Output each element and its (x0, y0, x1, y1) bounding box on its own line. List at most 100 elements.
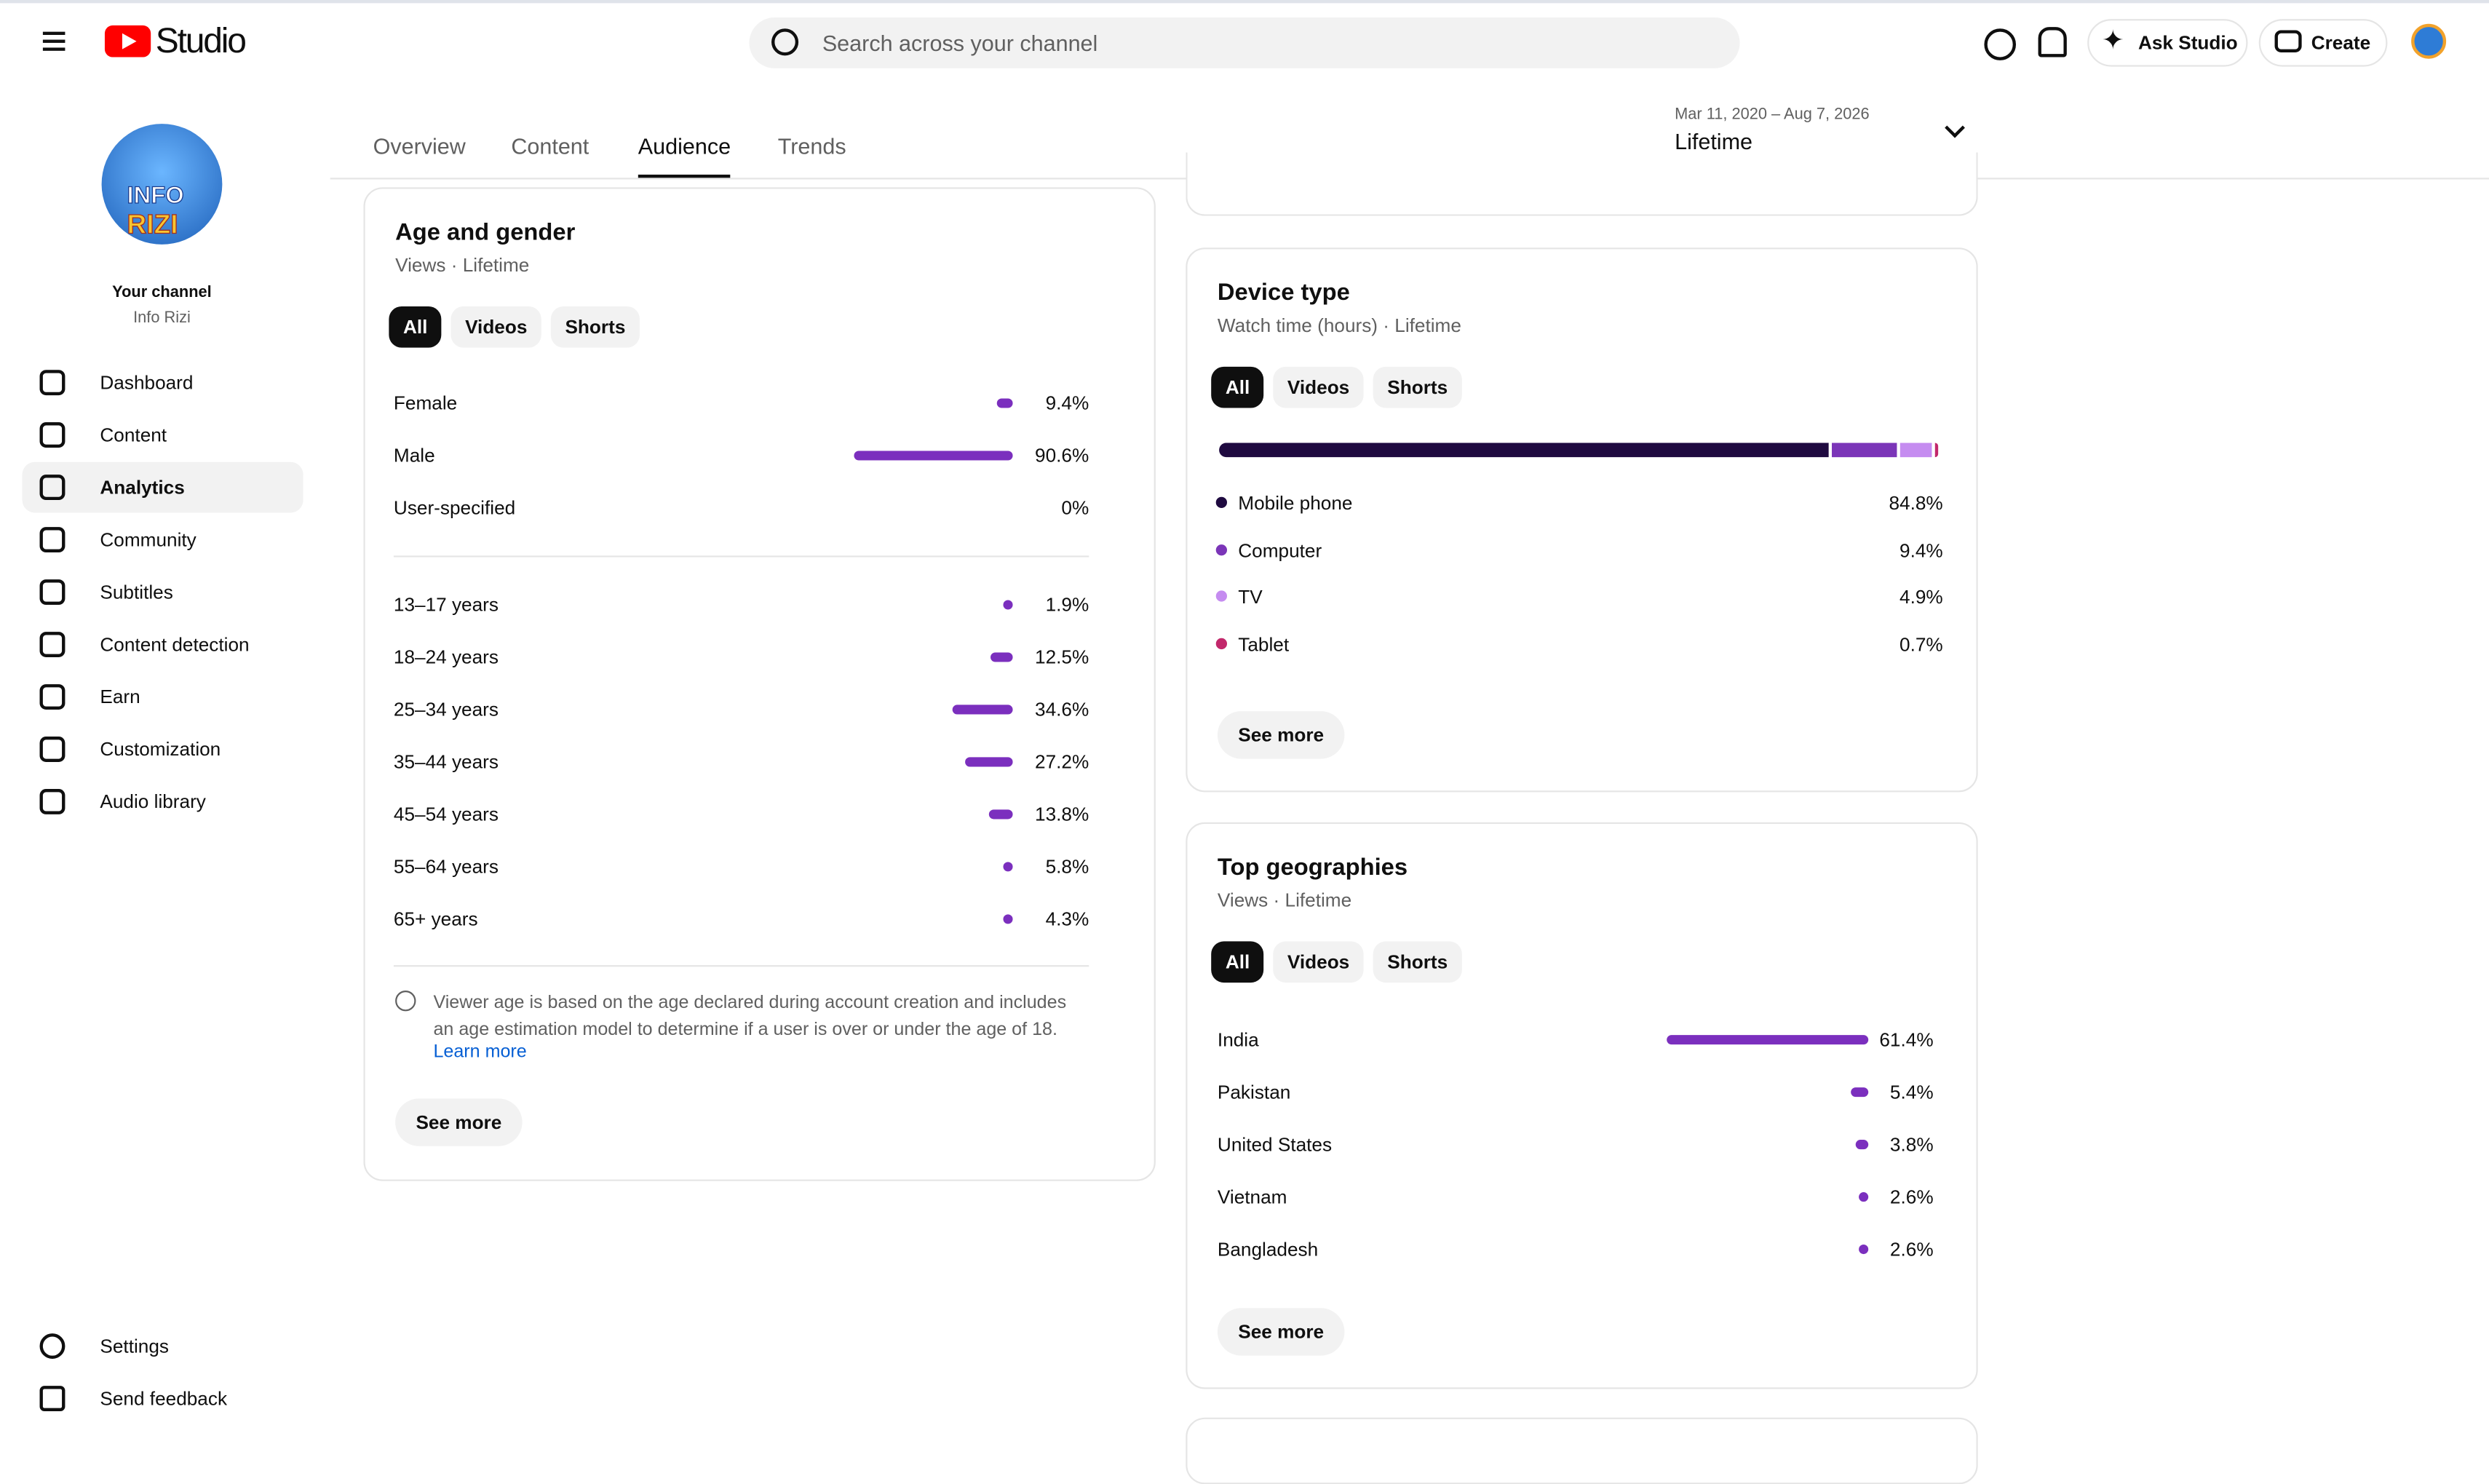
filter-chip[interactable]: All (1211, 366, 1264, 408)
row-bar (1003, 914, 1013, 924)
nav-item[interactable]: Community (100, 528, 196, 551)
channel-avatar[interactable] (101, 124, 223, 245)
row-label: 35–44 years (393, 750, 499, 774)
filter-chip[interactable]: All (389, 306, 442, 348)
age-note: Viewer age is based on the age declared … (433, 993, 1067, 1039)
row-value: 12.5% (1035, 646, 1089, 669)
nav-item[interactable]: Content detection (100, 633, 250, 656)
tab[interactable]: Overview (373, 133, 466, 159)
row-value: 2.6% (1889, 1238, 1934, 1261)
row-label: 55–64 years (393, 855, 499, 878)
row-bar (996, 398, 1013, 408)
row-bar (988, 809, 1013, 820)
nav-icon (39, 632, 66, 657)
card-title: Device type (1217, 279, 1350, 306)
tab[interactable]: Content (511, 133, 590, 159)
row-bar (1002, 862, 1013, 872)
row-bar (1666, 1035, 1869, 1045)
see-more-button[interactable]: See more (395, 1098, 523, 1146)
nav-item[interactable]: Analytics (100, 476, 185, 499)
age-gender-card (363, 187, 1156, 1181)
nav-item[interactable]: Send feedback (100, 1387, 228, 1410)
help-icon[interactable] (1984, 28, 2017, 60)
nav-item[interactable]: Earn (100, 686, 140, 708)
nav-item[interactable]: Subtitles (100, 581, 173, 603)
divider (393, 555, 1089, 558)
logo-play (122, 33, 137, 49)
nav-item[interactable]: Audio library (100, 790, 206, 813)
account-avatar[interactable] (2411, 23, 2447, 59)
card-subtitle: Watch time (hours) · Lifetime (1217, 314, 1461, 337)
filter-chip[interactable]: Shorts (550, 306, 640, 348)
row-label: Male (393, 444, 435, 467)
search-icon (771, 28, 799, 56)
nav-item[interactable]: Content (100, 424, 167, 446)
row-label: 13–17 years (393, 593, 499, 616)
legend-dot (1215, 496, 1228, 508)
row-bar (1859, 1244, 1869, 1255)
nav-icon (39, 1333, 66, 1360)
device-value: 0.7% (1900, 632, 1943, 656)
tab[interactable]: Audience (638, 133, 731, 159)
nav-icon (39, 370, 66, 396)
device-value: 9.4% (1900, 539, 1943, 562)
logo-text: Studio (155, 20, 247, 60)
divider (393, 965, 1089, 967)
avatar-text: INFO (127, 182, 184, 210)
geographies-card (1186, 822, 1978, 1389)
notifications-icon[interactable] (2038, 27, 2067, 57)
row-bar (965, 757, 1013, 767)
row-label: 25–34 years (393, 698, 499, 721)
device-bar-segment (1899, 443, 1932, 458)
row-label: Female (393, 392, 458, 415)
see-more-button[interactable]: See more (1217, 711, 1345, 759)
ask-studio-label: Ask Studio (2137, 31, 2238, 55)
filter-chip[interactable]: Shorts (1373, 941, 1462, 983)
ask-studio-button[interactable] (2087, 19, 2248, 67)
nav-item[interactable]: Customization (100, 738, 221, 761)
menu-button[interactable] (42, 31, 66, 35)
device-label: Computer (1238, 539, 1322, 562)
nav-icon (39, 475, 66, 501)
filter-chip[interactable]: Videos (1273, 366, 1364, 408)
row-label: 65+ years (393, 908, 478, 931)
date-range-dates: Mar 11, 2020 – Aug 7, 2026 (1675, 106, 1870, 124)
device-bar-segment (1831, 443, 1897, 458)
search-box[interactable] (749, 17, 1740, 68)
card-partial (1186, 152, 1978, 216)
row-value: 1.9% (1045, 593, 1089, 616)
nav-icon (39, 737, 66, 762)
row-label: Bangladesh (1217, 1238, 1319, 1261)
nav-highlight (22, 461, 303, 513)
date-dropdown[interactable] (1945, 117, 1965, 138)
row-label: Vietnam (1217, 1186, 1287, 1208)
row-value: 2.6% (1889, 1186, 1934, 1208)
row-value: 61.4% (1879, 1028, 1934, 1051)
filter-chip[interactable]: All (1211, 941, 1264, 983)
tab[interactable]: Trends (777, 133, 846, 159)
learn-more-link[interactable]: Learn more (433, 1042, 527, 1063)
date-range-label[interactable]: Lifetime (1675, 128, 1753, 154)
card-title: Top geographies (1217, 854, 1408, 881)
nav-item[interactable]: Dashboard (100, 371, 194, 394)
see-more-button[interactable]: See more (1217, 1308, 1345, 1356)
tab-underline (638, 174, 731, 178)
filter-chip[interactable]: Videos (450, 306, 542, 348)
row-value: 0% (1061, 496, 1089, 520)
create-button[interactable] (2258, 19, 2388, 67)
row-value: 9.4% (1045, 392, 1089, 415)
nav-item[interactable]: Settings (100, 1335, 169, 1357)
row-label: India (1217, 1028, 1259, 1051)
card-subtitle: Views · Lifetime (395, 253, 530, 277)
row-value: 5.8% (1045, 855, 1089, 878)
row-bar (952, 705, 1013, 715)
row-value: 4.3% (1045, 908, 1089, 931)
nav-icon (39, 684, 66, 710)
filter-chip[interactable]: Videos (1273, 941, 1364, 983)
legend-dot (1215, 544, 1228, 555)
create-label: Create (2311, 31, 2371, 55)
nav-icon (39, 422, 66, 448)
filter-chip[interactable]: Shorts (1373, 366, 1462, 408)
